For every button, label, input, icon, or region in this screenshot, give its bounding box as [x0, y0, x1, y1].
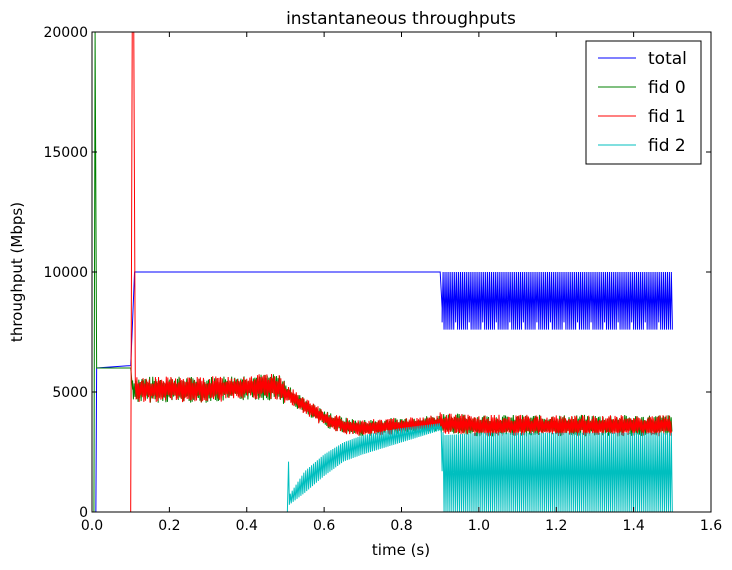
legend-label: total — [648, 49, 687, 69]
x-tick-label: 1.0 — [468, 518, 490, 534]
legend-frame — [585, 40, 702, 165]
series-line-fid-1 — [92, 32, 673, 512]
y-tick-label: 10000 — [43, 265, 88, 281]
legend-label: fid 1 — [648, 107, 686, 127]
y-tick-label: 0 — [79, 505, 88, 521]
x-tick-label: 0.6 — [313, 518, 335, 534]
x-axis-label: time (s) — [372, 541, 430, 559]
y-tick-label: 15000 — [43, 145, 88, 161]
y-tick-label: 5000 — [52, 385, 88, 401]
x-tick-label: 0.4 — [236, 518, 258, 534]
legend-label: fid 2 — [648, 136, 686, 156]
y-axis-label: throughput (Mbps) — [8, 202, 26, 342]
plot-area — [92, 32, 673, 512]
legend-label: fid 0 — [648, 78, 686, 98]
x-tick-label: 1.4 — [622, 518, 644, 534]
y-tick-label: 20000 — [43, 25, 88, 41]
series-line-total — [92, 271, 673, 512]
x-axis: 0.0 0.2 0.4 0.6 0.8 1.0 1.2 1.4 1.6 — [81, 32, 722, 534]
legend: total fid 0 fid 1 fid 2 — [585, 40, 702, 165]
x-tick-label: 0.8 — [390, 518, 412, 534]
series-line-fid-2 — [92, 423, 673, 512]
x-tick-label: 1.6 — [700, 518, 722, 534]
x-tick-label: 1.2 — [545, 518, 567, 534]
chart-title: instantaneous throughputs — [286, 9, 516, 29]
y-axis: 0 5000 10000 15000 20000 — [43, 25, 711, 521]
x-tick-label: 0.0 — [81, 518, 103, 534]
x-tick-label: 0.2 — [158, 518, 180, 534]
